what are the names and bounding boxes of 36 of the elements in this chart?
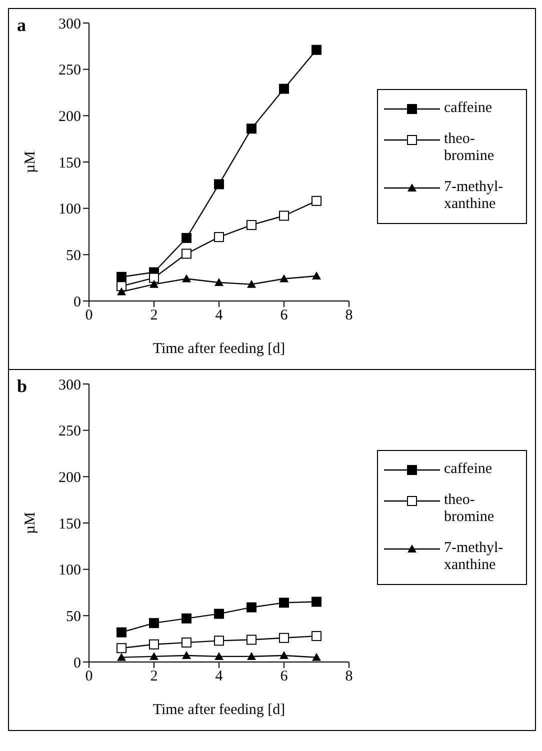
y-axis-title: µM bbox=[22, 151, 38, 173]
y-tick-label: 300 bbox=[58, 377, 81, 394]
x-tick-label: 0 bbox=[85, 668, 93, 685]
y-tick-label: 100 bbox=[58, 202, 81, 218]
legend-label: theo-bromine bbox=[444, 131, 495, 165]
x-tick-label: 4 bbox=[215, 308, 224, 324]
y-tick-label: 200 bbox=[58, 108, 81, 125]
x-axis-title: Time after feeding [d] bbox=[152, 341, 286, 357]
y-tick-label: 200 bbox=[58, 470, 81, 486]
y-tick-label: 0 bbox=[74, 294, 81, 310]
y-tick-label: 250 bbox=[58, 424, 81, 440]
x-tick-label: 6 bbox=[280, 308, 288, 324]
legend-label: 7-methyl-xanthine bbox=[444, 540, 504, 574]
legend-label: 7-methyl-xanthine bbox=[444, 179, 504, 213]
y-tick-label: 150 bbox=[58, 516, 81, 532]
y-tick-label: 50 bbox=[66, 608, 81, 625]
x-tick-label: 6 bbox=[280, 668, 288, 685]
legend-label: caffeine bbox=[444, 100, 494, 117]
x-tick-label: 0 bbox=[85, 308, 93, 324]
y-tick-label: 50 bbox=[66, 248, 81, 264]
y-tick-label: 300 bbox=[58, 16, 81, 32]
y-tick-label: 100 bbox=[58, 562, 81, 579]
legend-label: caffeine bbox=[444, 461, 494, 478]
x-axis-title: Time after feeding [d] bbox=[152, 702, 286, 718]
y-tick-label: 0 bbox=[74, 655, 81, 672]
y-axis-title: µM bbox=[22, 512, 38, 534]
x-tick-label: 2 bbox=[150, 308, 158, 324]
chart-title: a bbox=[17, 15, 26, 36]
y-tick-label: 150 bbox=[58, 155, 81, 172]
x-tick-label: 4 bbox=[215, 668, 224, 685]
legend-label: theo-bromine bbox=[444, 492, 495, 526]
x-tick-label: 8 bbox=[345, 308, 353, 324]
x-tick-label: 8 bbox=[345, 668, 353, 685]
chart-title: b bbox=[17, 376, 28, 397]
y-tick-label: 250 bbox=[58, 62, 81, 79]
x-tick-label: 2 bbox=[150, 668, 158, 685]
